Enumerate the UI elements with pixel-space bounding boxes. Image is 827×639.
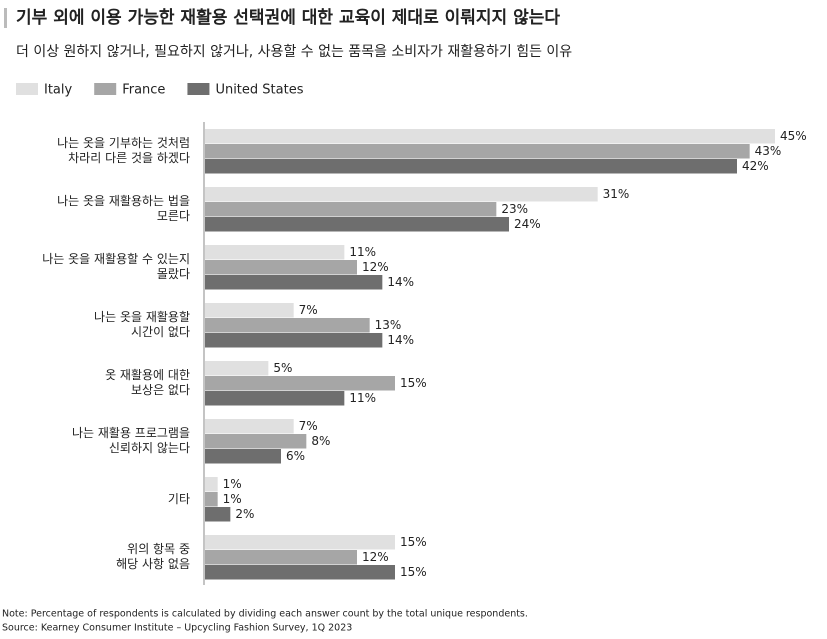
category-label: 기타 <box>167 491 190 506</box>
value-label: 11% <box>349 391 376 405</box>
value-label: 11% <box>349 245 376 259</box>
bar <box>205 303 294 318</box>
chart-subtitle: 더 이상 원하지 않거나, 필요하지 않거나, 사용할 수 없는 품목을 소비자… <box>16 44 572 60</box>
value-label: 12% <box>362 260 389 274</box>
bar <box>205 391 345 406</box>
bar <box>205 245 345 260</box>
legend-label: France <box>122 83 165 98</box>
value-label: 15% <box>400 535 427 549</box>
legend-swatch <box>16 83 38 95</box>
category-label: 나는 옷을 재활용하는 법을 모른다 <box>57 194 190 223</box>
bar <box>205 361 269 376</box>
bar <box>205 449 281 464</box>
bar <box>205 202 497 217</box>
value-label: 5% <box>273 361 292 375</box>
value-label: 7% <box>299 303 318 317</box>
title-marker <box>4 8 7 28</box>
bar <box>205 535 395 550</box>
bar <box>205 376 395 391</box>
chart-title: 기부 외에 이용 가능한 재활용 선택권에 대한 교육이 제대로 이뤄지지 않는… <box>16 7 560 28</box>
category-label: 옷 재활용에 대한 보상은 없다 <box>105 368 190 397</box>
bar <box>205 217 509 232</box>
value-label: 1% <box>223 477 242 491</box>
value-label: 2% <box>235 507 254 521</box>
legend-label: United States <box>215 83 303 98</box>
value-label: 15% <box>400 565 427 579</box>
value-label: 31% <box>603 187 630 201</box>
bar <box>205 187 598 202</box>
bar <box>205 129 775 144</box>
value-label: 42% <box>742 159 769 173</box>
bar <box>205 550 357 565</box>
value-label: 23% <box>501 202 528 216</box>
bar <box>205 318 370 333</box>
value-label: 8% <box>311 434 330 448</box>
bar <box>205 492 218 507</box>
bar <box>205 419 294 434</box>
value-label: 14% <box>387 275 414 289</box>
bar <box>205 144 750 159</box>
bar <box>205 434 307 449</box>
bar <box>205 507 231 522</box>
bar <box>205 275 383 290</box>
value-label: 12% <box>362 550 389 564</box>
value-label: 1% <box>223 492 242 506</box>
note: Source: Kearney Consumer Institute – Upc… <box>2 623 352 634</box>
note: Note: Percentage of respondents is calcu… <box>2 609 528 620</box>
bar <box>205 159 737 174</box>
value-label: 15% <box>400 376 427 390</box>
value-label: 43% <box>755 144 782 158</box>
category-label: 나는 옷을 재활용할 시간이 없다 <box>94 310 190 339</box>
bar <box>205 565 395 580</box>
value-label: 13% <box>375 318 402 332</box>
category-label: 나는 옷을 재활용할 수 있는지 몰랐다 <box>42 252 190 281</box>
value-label: 24% <box>514 217 541 231</box>
value-label: 6% <box>286 449 305 463</box>
category-label: 위의 항목 중 해당 사항 없음 <box>116 542 190 571</box>
bar <box>205 477 218 492</box>
bar <box>205 260 357 275</box>
value-label: 14% <box>387 333 414 347</box>
category-label: 나는 옷을 기부하는 것처럼 차라리 다른 것을 하겠다 <box>57 136 190 165</box>
value-label: 7% <box>299 419 318 433</box>
category-label: 나는 재활용 프로그램을 신뢰하지 않는다 <box>71 426 190 455</box>
legend-swatch <box>94 83 117 95</box>
legend-label: Italy <box>44 83 73 98</box>
value-label: 45% <box>780 129 807 143</box>
legend-swatch <box>187 83 210 95</box>
bar <box>205 333 383 348</box>
